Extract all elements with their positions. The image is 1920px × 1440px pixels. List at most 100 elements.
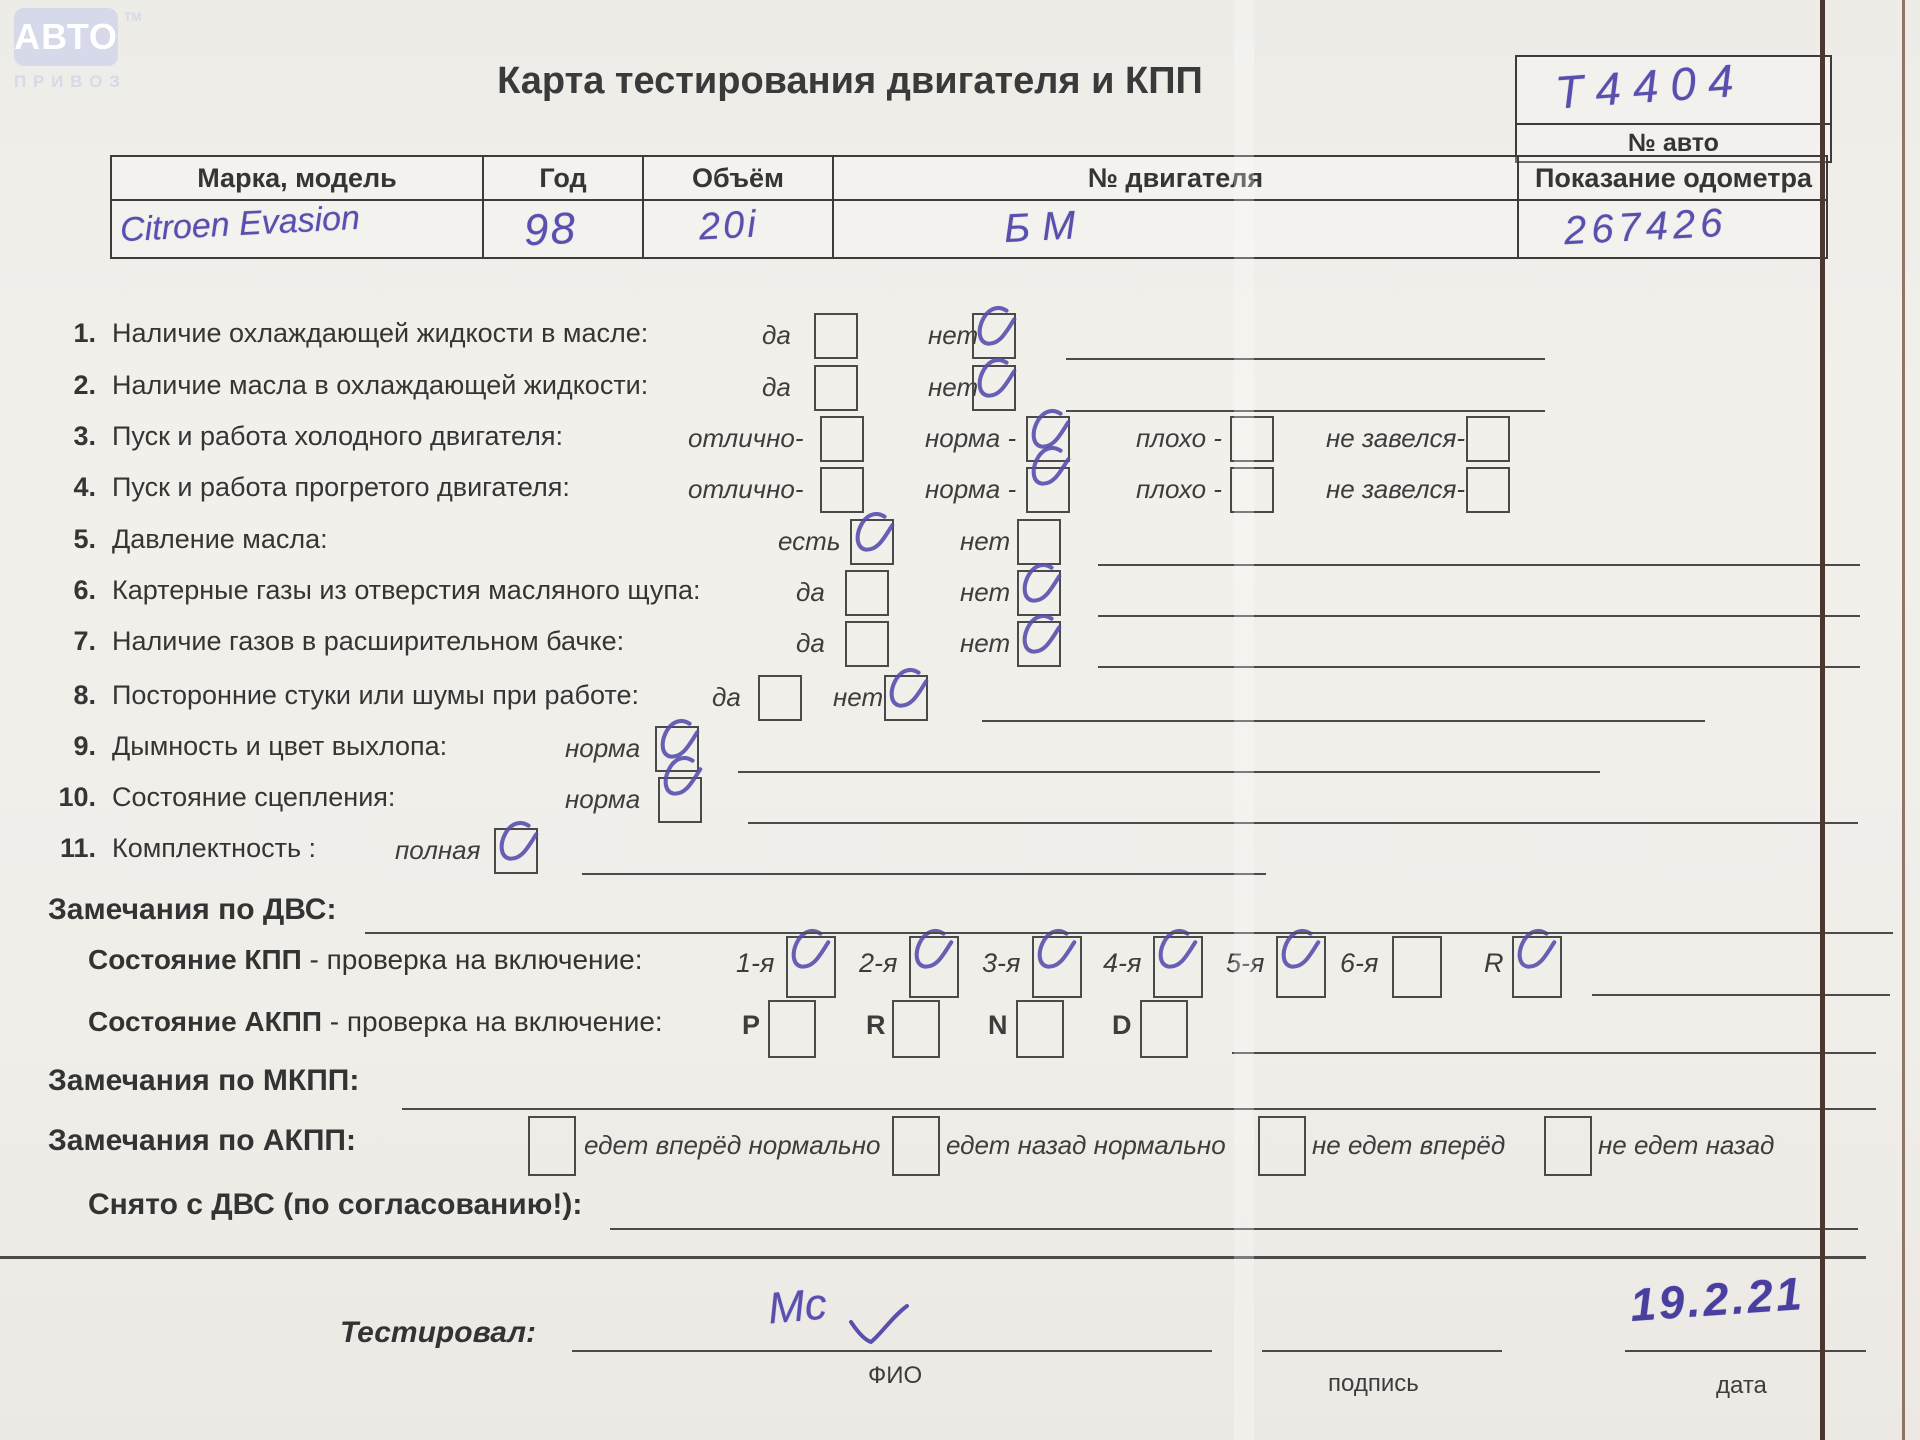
item-7-option-2-label: нет — [960, 628, 1011, 658]
item-4-text: Пуск и работа прогретого двигателя: — [112, 472, 570, 502]
kpp-gear-option-3-label: 3-я — [982, 948, 1021, 978]
akpp-remark-option-2-label: едет назад нормально — [946, 1130, 1226, 1160]
item-11-text: Комплектность : — [112, 833, 317, 863]
kpp-gear-option-4-label: 4-я — [1103, 948, 1142, 978]
item-3-option-1-label: отлично- — [688, 423, 804, 453]
avto-privoz-logo: АВТО — [14, 8, 118, 66]
akpp-line — [1232, 1052, 1876, 1054]
item-2-option-1-label: да — [762, 372, 791, 402]
info-value-handwritten-0: Citroen Evasion — [119, 198, 361, 250]
akpp-gear-option-4-label: D — [1112, 1010, 1132, 1040]
item-10-number: 10. — [58, 782, 96, 812]
item-5-fill-line — [1098, 564, 1860, 566]
item-4-option-2-label: норма - — [925, 474, 1017, 504]
item-4-option-4-label: не завелся- — [1326, 474, 1466, 504]
item-8-option-2-checkbox — [884, 675, 928, 721]
page-title: Карта тестирования двигателя и КПП — [497, 60, 1203, 102]
item-3-number: 3. — [73, 421, 96, 451]
info-col-header-3: № двигателя — [832, 157, 1517, 201]
item-7-fill-line — [1098, 666, 1860, 668]
kpp-line — [1592, 994, 1890, 996]
item-9-option-1-label: норма — [565, 733, 641, 763]
date-line — [1625, 1350, 1866, 1352]
akpp-gear-option-3-checkbox — [1016, 1000, 1064, 1058]
removed-line — [610, 1228, 1858, 1230]
akpp-gear-option-2-checkbox — [892, 1000, 940, 1058]
logo-bottom-letter: О — [89, 72, 103, 91]
item-3-option-2-checkbox — [1026, 416, 1070, 462]
item-10-fill-line — [748, 822, 1858, 824]
info-value-handwritten-3: БМ — [1002, 202, 1089, 252]
kpp-gear-option-4-checkbox — [1153, 936, 1203, 998]
item-4-number: 4. — [73, 472, 96, 502]
item-5-number: 5. — [73, 524, 96, 554]
akpp-remark-option-2-checkbox — [892, 1116, 940, 1176]
item-1-option-1-checkbox — [814, 313, 858, 359]
item-6-option-1-checkbox — [845, 570, 889, 616]
akpp-remark-option-1-label: едет вперёд нормально — [584, 1130, 881, 1160]
item-8-number: 8. — [73, 680, 96, 710]
logo-bottom-letter: З — [109, 72, 120, 91]
kpp-state-label-rest: - проверка на включение: — [301, 944, 643, 975]
item-4-option-3-label: плохо - — [1136, 474, 1222, 504]
item-2-number: 2. — [73, 370, 96, 400]
item-2-option-2-checkbox — [972, 365, 1016, 411]
item-6-number: 6. — [73, 575, 96, 605]
info-value-handwritten-1: 98 — [522, 203, 579, 256]
info-col-header-2: Объём — [642, 157, 832, 201]
auto-number-label: № авто — [1517, 123, 1830, 161]
item-11-option-1-checkbox — [494, 828, 538, 874]
item-3-text: Пуск и работа холодного двигателя: — [112, 421, 563, 451]
fio-label: ФИО — [868, 1362, 923, 1389]
scan-seam — [1234, 0, 1254, 1440]
akpp-gear-option-2-label: R — [866, 1010, 886, 1040]
item-1-option-1-label: да — [762, 320, 791, 350]
auto-number-handwritten: Т4404 — [1553, 53, 1748, 119]
item-1-number: 1. — [73, 318, 96, 348]
kpp-gear-option-5-checkbox — [1276, 936, 1326, 998]
item-7-option-1-checkbox — [845, 621, 889, 667]
akpp-remark-option-4-checkbox — [1544, 1116, 1592, 1176]
kpp-gear-option-5-label: 5-я — [1226, 948, 1265, 978]
sign-label: подпись — [1328, 1370, 1419, 1397]
item-9-fill-line — [738, 771, 1600, 773]
item-3-option-2-label: норма - — [925, 423, 1017, 453]
auto-number-cell: Т4404 — [1517, 53, 1830, 123]
item-11-fill-line — [582, 873, 1266, 875]
item-7-text: Наличие газов в расширительном бачке: — [112, 626, 625, 656]
info-value-cell-2: 20i — [642, 201, 832, 257]
kpp-gear-option-2-label: 2-я — [859, 948, 898, 978]
kpp-gear-option-7-checkbox — [1512, 936, 1562, 998]
info-col-header-1: Год — [482, 157, 642, 201]
item-5-option-2-checkbox — [1017, 519, 1061, 565]
item-9-option-1-checkbox — [655, 726, 699, 772]
item-11-number: 11. — [59, 833, 96, 863]
info-value-handwritten-4: 267426 — [1562, 200, 1729, 254]
date-label: дата — [1716, 1372, 1767, 1399]
item-5-option-2-label: нет — [960, 526, 1011, 556]
dvs-remarks-line — [365, 932, 1893, 934]
info-value-cell-0: Citroen Evasion — [112, 198, 482, 257]
logo-brand-top: АВТО — [14, 16, 118, 57]
item-1-option-2-checkbox — [972, 313, 1016, 359]
kpp-state-label-bold: Состояние КПП — [88, 944, 302, 975]
item-10-text: Состояние сцепления: — [112, 782, 396, 812]
info-value-cell-4: 267426 — [1517, 201, 1828, 257]
item-6-option-2-label: нет — [960, 577, 1011, 607]
mkpp-remarks-label: Замечания по МКПП: — [48, 1064, 360, 1097]
item-8-option-1-checkbox — [758, 675, 802, 721]
kpp-gear-option-6-label: 6-я — [1340, 948, 1379, 978]
fio-line — [572, 1350, 1212, 1352]
logo-bottom-letter: И — [51, 72, 64, 91]
item-6-option-2-checkbox — [1017, 570, 1061, 616]
kpp-gear-option-7-label: R — [1484, 948, 1504, 978]
item-9-number: 9. — [73, 731, 96, 761]
removed-from-engine-label: Снято с ДВС (по согласованию!): — [88, 1188, 583, 1221]
item-5-text: Давление масла: — [112, 524, 328, 554]
tester-signature: Мс — [765, 1279, 829, 1334]
item-1-option-2-label: нет — [928, 320, 979, 350]
item-4-option-3-checkbox — [1230, 467, 1274, 513]
item-4-option-1-label: отлично- — [688, 474, 804, 504]
